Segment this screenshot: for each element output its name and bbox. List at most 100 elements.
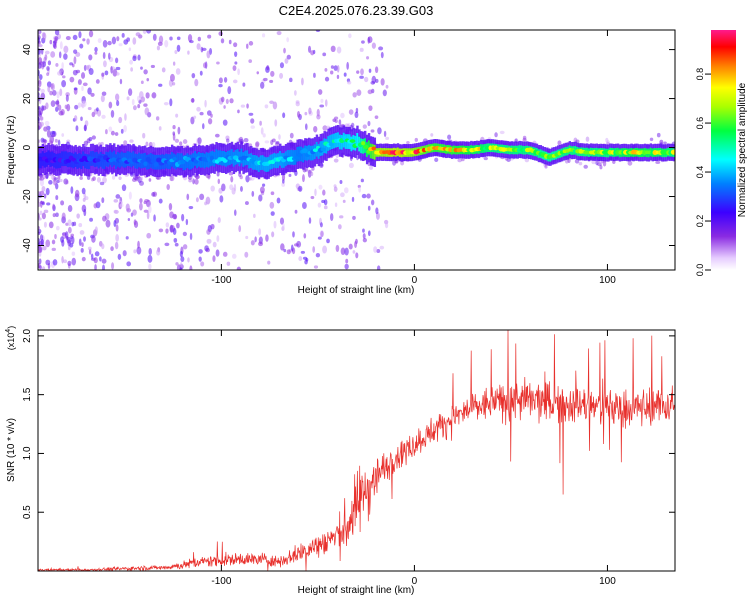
noise-speck — [114, 241, 119, 250]
noise-speck — [218, 77, 223, 84]
noise-speck — [199, 193, 205, 201]
noise-speck — [300, 250, 306, 254]
noise-speck — [189, 265, 193, 270]
noise-speck — [101, 114, 106, 119]
noise-speck — [253, 213, 256, 218]
noise-speck — [259, 186, 265, 194]
noise-speck — [153, 214, 156, 222]
noise-speck — [192, 178, 195, 185]
noise-speck — [226, 138, 230, 143]
noise-speck — [92, 176, 96, 181]
ridge-band-inner — [240, 148, 243, 164]
noise-speck — [118, 176, 122, 180]
noise-speck — [352, 92, 357, 98]
noise-speck — [430, 133, 434, 137]
noise-speck — [315, 253, 321, 258]
noise-speck — [243, 137, 249, 143]
noise-speck — [119, 203, 124, 208]
noise-speck — [362, 228, 365, 233]
noise-speck — [196, 43, 201, 50]
snr-plot-area — [38, 330, 675, 571]
noise-speck — [344, 247, 349, 256]
noise-speck — [304, 123, 308, 131]
snr-y-tick-label: 2.0 — [22, 328, 33, 342]
ridge-peak — [361, 141, 366, 146]
noise-speck — [91, 135, 96, 140]
noise-speck — [217, 178, 221, 185]
snr-x-tick-label: 0 — [412, 576, 418, 587]
noise-speck — [215, 249, 220, 257]
noise-speck — [179, 250, 183, 258]
noise-speck — [113, 199, 119, 203]
noise-speck — [39, 177, 45, 181]
noise-speck — [229, 98, 234, 104]
spectrogram-x-tick-label: -100 — [211, 275, 231, 286]
ridge-peak — [362, 144, 369, 150]
noise-speck — [163, 101, 169, 106]
noise-speck — [259, 120, 262, 126]
noise-speck — [275, 141, 280, 145]
noise-speck — [354, 240, 358, 248]
noise-speck — [140, 80, 144, 85]
noise-speck — [39, 210, 43, 216]
noise-speck — [262, 133, 266, 138]
noise-speck — [323, 205, 328, 210]
noise-speck — [129, 139, 134, 143]
ridge-band-inner — [306, 145, 309, 161]
noise-speck — [44, 120, 50, 126]
noise-speck — [49, 90, 53, 96]
noise-speck — [220, 38, 225, 44]
noise-speck — [279, 72, 284, 79]
noise-speck — [79, 176, 83, 180]
noise-speck — [38, 62, 42, 69]
noise-speck — [308, 107, 312, 115]
noise-speck — [38, 44, 43, 48]
noise-speck — [182, 244, 188, 250]
noise-speck — [56, 225, 60, 231]
noise-speck — [101, 258, 107, 264]
noise-speck — [348, 109, 354, 115]
noise-speck — [87, 106, 92, 111]
noise-speck — [51, 133, 55, 137]
noise-speck — [292, 231, 295, 238]
noise-speck — [294, 90, 297, 96]
noise-speck — [151, 192, 156, 197]
noise-speck — [348, 33, 352, 39]
noise-speck — [59, 41, 63, 50]
ridge-peak — [320, 147, 327, 152]
noise-speck — [172, 61, 176, 66]
noise-speck — [294, 209, 298, 214]
noise-speck — [115, 66, 121, 71]
noise-speck — [320, 230, 324, 238]
noise-speck — [61, 256, 64, 264]
noise-speck — [40, 200, 45, 205]
noise-speck — [315, 30, 321, 33]
noise-speck — [292, 247, 296, 255]
noise-speck — [199, 111, 204, 116]
noise-speck — [352, 250, 356, 254]
noise-speck — [168, 202, 173, 211]
noise-speck — [351, 196, 355, 203]
noise-speck — [269, 201, 275, 209]
noise-speck — [649, 137, 654, 142]
noise-speck — [99, 256, 102, 262]
noise-speck — [269, 79, 274, 83]
noise-speck — [116, 100, 120, 107]
noise-speck — [175, 262, 179, 266]
noise-speck — [161, 67, 166, 73]
snr-y-tick-label: 1.0 — [22, 446, 33, 460]
noise-speck — [340, 112, 345, 119]
noise-speck — [385, 84, 389, 89]
noise-speck — [380, 78, 385, 86]
noise-speck — [574, 158, 580, 164]
noise-speck — [319, 222, 323, 228]
noise-speck — [121, 32, 125, 38]
noise-speck — [284, 58, 289, 64]
noise-speck — [330, 213, 334, 221]
noise-speck — [303, 233, 307, 239]
noise-speck — [95, 79, 100, 84]
noise-speck — [376, 249, 381, 254]
noise-speck — [187, 257, 190, 263]
noise-speck — [347, 80, 352, 85]
